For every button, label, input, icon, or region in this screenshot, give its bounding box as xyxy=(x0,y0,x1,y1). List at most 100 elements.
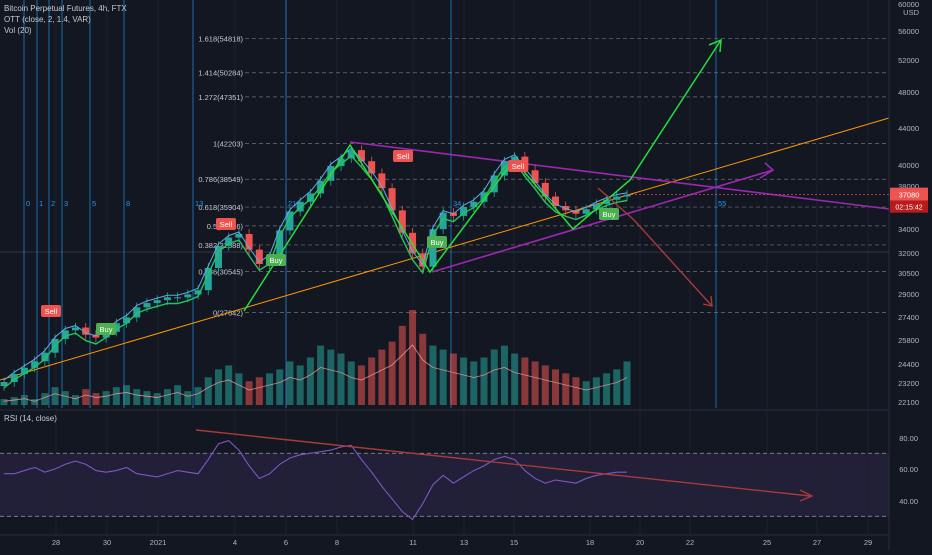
candle xyxy=(194,290,202,295)
time-tick-label: 6 xyxy=(284,538,288,547)
candle xyxy=(10,374,18,382)
time-tick-label: 8 xyxy=(335,538,339,547)
candle xyxy=(490,175,498,193)
price-tick-label: 32000 xyxy=(898,249,919,258)
candle xyxy=(378,173,386,189)
volume-bar xyxy=(470,361,478,405)
volume-bar xyxy=(143,391,151,405)
volume-bar xyxy=(552,369,560,405)
legend-volume: Vol (20) xyxy=(4,26,32,35)
signal-label: Buy xyxy=(100,325,113,334)
volume-bar xyxy=(82,389,90,405)
candle xyxy=(552,196,560,206)
time-tick-label: 28 xyxy=(52,538,60,547)
time-tick-label: 25 xyxy=(763,538,771,547)
fib-label: 1.618(54818) xyxy=(198,35,243,44)
candle xyxy=(368,161,376,174)
volume-bar xyxy=(296,365,304,405)
rsi-tick-label: 40.00 xyxy=(899,497,918,506)
volume-bar xyxy=(20,395,28,405)
candle xyxy=(82,327,90,335)
price-tag-value: 37080 xyxy=(899,191,920,200)
volume-bar xyxy=(51,387,59,405)
candle xyxy=(71,327,79,331)
candle xyxy=(398,210,406,233)
sell-signal xyxy=(41,305,61,317)
candle xyxy=(296,201,304,212)
candle xyxy=(245,234,253,250)
candle xyxy=(337,158,345,167)
signal-label: Buy xyxy=(270,256,283,265)
candle xyxy=(174,297,182,299)
time-tick-label: 27 xyxy=(813,538,821,547)
candle xyxy=(31,361,39,368)
volume-bar xyxy=(541,365,549,405)
volume-bar xyxy=(419,333,427,405)
volume-bar xyxy=(562,373,570,405)
time-tick-label: 18 xyxy=(586,538,594,547)
volume-bar xyxy=(500,345,508,405)
volume-bar xyxy=(194,387,202,405)
price-tick-label: 23200 xyxy=(898,379,919,388)
countdown-tag xyxy=(890,200,928,213)
volume-bar xyxy=(102,391,110,405)
zigzag-arrowhead xyxy=(708,38,722,53)
volume-bar xyxy=(41,393,49,405)
candle xyxy=(623,194,631,197)
volume-bar xyxy=(409,310,417,405)
fib-label: 1(42203) xyxy=(213,140,244,149)
volume-bar xyxy=(235,373,243,405)
candle xyxy=(225,237,233,246)
volume-bar xyxy=(429,345,437,405)
volume-bar xyxy=(603,373,611,405)
volume-bar xyxy=(153,393,161,405)
candle xyxy=(582,209,590,214)
candle xyxy=(592,203,600,210)
triangle-upper xyxy=(349,141,890,210)
volume-bar xyxy=(327,349,335,405)
volume-bar xyxy=(347,361,355,405)
volume-bar xyxy=(61,391,69,405)
candle xyxy=(133,307,141,318)
time-tick-label: 2021 xyxy=(150,538,167,547)
price-tick-label: USD xyxy=(903,8,919,17)
candle xyxy=(286,211,294,231)
cycle-label: 8 xyxy=(126,199,130,208)
volume-bar xyxy=(306,357,314,405)
volume-bar xyxy=(572,377,580,405)
candle xyxy=(184,294,192,298)
volume-bar xyxy=(439,349,447,405)
fib-label: 0.618(35904) xyxy=(198,203,243,212)
fib-label: 0.236(30545) xyxy=(198,267,243,276)
price-tick-label: 34000 xyxy=(898,225,919,234)
volume-bar xyxy=(276,369,284,405)
time-tick-label: 30 xyxy=(103,538,111,547)
candle xyxy=(214,246,222,268)
candle xyxy=(603,199,611,204)
signal-label: Sell xyxy=(397,152,410,161)
price-tick-label: 44000 xyxy=(898,124,919,133)
bear-arrowhead xyxy=(702,295,713,307)
volume-bar xyxy=(480,357,488,405)
volume-bar xyxy=(460,357,468,405)
time-tick-label: 22 xyxy=(686,538,694,547)
volume-bar xyxy=(0,399,8,405)
volume-bar xyxy=(357,365,365,405)
cycle-label: 2 xyxy=(51,199,55,208)
price-tick-label: 38000 xyxy=(898,182,919,191)
cycle-label: 0 xyxy=(26,199,30,208)
candle xyxy=(143,303,151,308)
price-tag xyxy=(890,187,928,201)
cycle-label: 34 xyxy=(453,199,461,208)
volume-bar xyxy=(174,385,182,405)
time-tick-label: 4 xyxy=(233,538,237,547)
cycle-label: 3 xyxy=(64,199,68,208)
volume-bar xyxy=(255,377,263,405)
price-axis-bg xyxy=(889,0,932,550)
candle xyxy=(123,317,131,324)
rsi-arrowhead xyxy=(799,489,814,502)
cycle-label: 21 xyxy=(288,199,296,208)
volume-bar xyxy=(245,381,253,405)
